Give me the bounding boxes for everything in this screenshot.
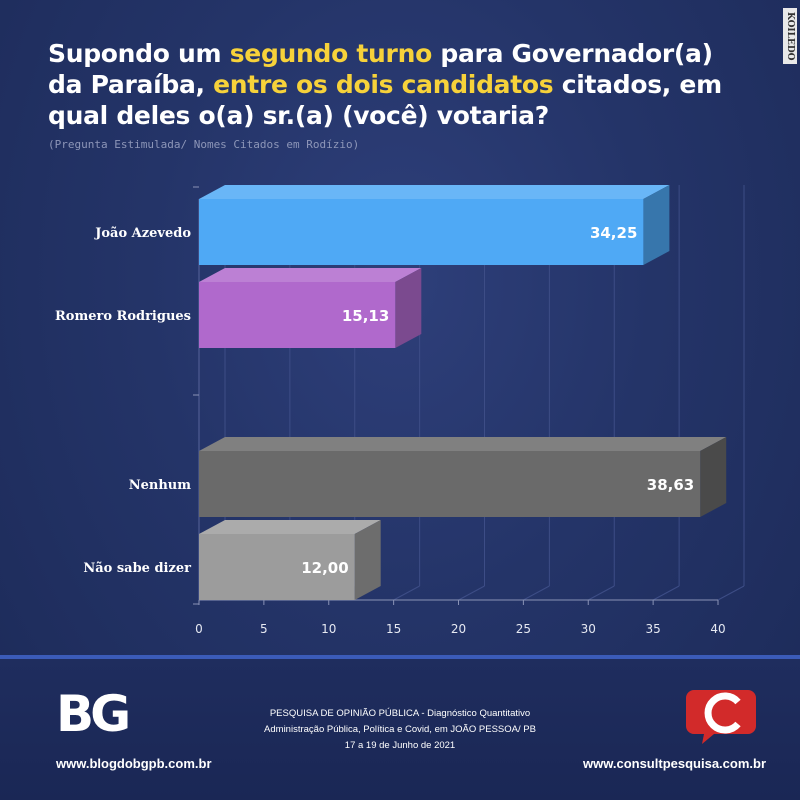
bar bbox=[199, 534, 355, 600]
survey-line-1: PESQUISA DE OPINIÃO PÚBLICA - Diagnóstic… bbox=[269, 708, 531, 719]
bar-side bbox=[700, 437, 727, 517]
bar-side bbox=[643, 185, 670, 265]
floor-gridline bbox=[717, 585, 745, 601]
bar-top bbox=[199, 520, 381, 534]
title-highlight-candidatos: entre os dois candidatos bbox=[213, 70, 554, 99]
floor-gridline bbox=[458, 585, 485, 601]
floor-gridline bbox=[523, 585, 550, 601]
category-label: João Azevedo bbox=[94, 226, 191, 241]
bar bbox=[199, 199, 644, 265]
category-label: Romero Rodrigues bbox=[55, 309, 191, 324]
survey-line-2: Administração Pública, Política e Covid,… bbox=[264, 724, 536, 735]
bar-side bbox=[354, 520, 381, 600]
bar-value-label: 15,13 bbox=[342, 307, 389, 325]
category-label: Não sabe dizer bbox=[83, 561, 191, 576]
bar-chart: 0 5 10 15 20 25 30 35 40 34,25 João Azevedo 15,13 Ro… bbox=[55, 185, 745, 636]
floor-gridline bbox=[652, 585, 680, 601]
floor-gridline bbox=[588, 585, 615, 601]
consult-url[interactable]: www.consultpesquisa.com.br bbox=[583, 756, 766, 771]
bar bbox=[199, 451, 701, 517]
chart-subtitle: (Pregunta Estimulada/ Nomes Citados em R… bbox=[48, 138, 360, 151]
chart-title: Supondo um segundo turno para Governador… bbox=[48, 39, 722, 130]
bar-value-label: 12,00 bbox=[301, 559, 348, 577]
bar bbox=[199, 282, 396, 348]
category-label: Nenhum bbox=[129, 478, 192, 493]
x-tick-label: 10 bbox=[321, 622, 336, 636]
bar-value-label: 38,63 bbox=[647, 476, 694, 494]
blog-url[interactable]: www.blogdobgpb.com.br bbox=[56, 756, 212, 771]
x-tick-label: 0 bbox=[195, 622, 203, 636]
x-tick-label: 20 bbox=[451, 622, 466, 636]
x-tick-label: 40 bbox=[710, 622, 725, 636]
x-tick-label: 30 bbox=[581, 622, 596, 636]
x-tick-label: 35 bbox=[645, 622, 660, 636]
watermark: KOILEDO bbox=[783, 8, 797, 64]
floor-gridline bbox=[393, 585, 420, 601]
bar-top bbox=[199, 268, 422, 282]
x-tick-label: 15 bbox=[386, 622, 401, 636]
footer-divider bbox=[0, 655, 800, 659]
bg-logo: BG bbox=[56, 685, 131, 743]
x-tick-label: 5 bbox=[260, 622, 268, 636]
consult-logo-icon bbox=[686, 690, 756, 744]
x-tick-label: 25 bbox=[516, 622, 531, 636]
bar-top bbox=[199, 437, 727, 451]
bar-value-label: 34,25 bbox=[590, 224, 637, 242]
survey-info: PESQUISA DE OPINIÃO PÚBLICA - Diagnóstic… bbox=[230, 706, 570, 754]
bar-top bbox=[199, 185, 670, 199]
survey-line-3: 17 a 19 de Junho de 2021 bbox=[344, 740, 456, 751]
title-highlight-segundo-turno: segundo turno bbox=[229, 39, 433, 68]
bar-side bbox=[395, 268, 422, 348]
footer bbox=[0, 659, 800, 800]
